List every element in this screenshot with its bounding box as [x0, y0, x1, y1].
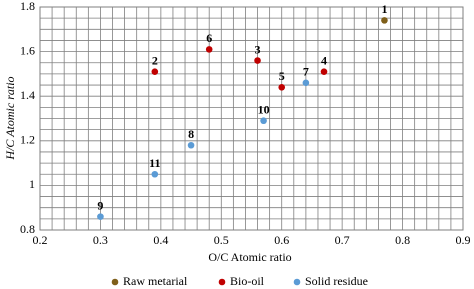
legend-marker — [293, 278, 301, 286]
point-label: 3 — [255, 42, 261, 56]
legend-label: Solid residue — [305, 274, 368, 288]
y-axis-label: H/C Atomic ratio — [3, 76, 17, 160]
y-tick-label: 1.6 — [20, 43, 35, 57]
point — [320, 68, 328, 75]
point-label: 6 — [206, 31, 212, 45]
plot-border — [39, 6, 464, 231]
point — [205, 46, 213, 53]
point-label: 4 — [321, 53, 327, 67]
point-label: 9 — [97, 198, 103, 212]
point — [97, 213, 104, 220]
point — [260, 117, 267, 125]
point-label: 7 — [303, 65, 309, 79]
point-label: 8 — [188, 127, 194, 141]
point-label: 11 — [149, 156, 160, 170]
x-tick-label: 0.2 — [33, 233, 48, 247]
point-label: 2 — [152, 53, 158, 67]
point-label: 1 — [381, 2, 387, 16]
point — [278, 83, 286, 91]
point-label: 5 — [279, 69, 285, 83]
y-tick-label: 1 — [29, 177, 35, 191]
y-tick-label: 0.8 — [20, 222, 35, 236]
x-tick-label: 0.4 — [153, 233, 168, 247]
point — [381, 17, 388, 24]
legend-marker — [218, 278, 226, 286]
point — [187, 141, 195, 149]
x-axis-label: O/C Atomic ratio — [208, 250, 291, 264]
x-tick-label: 0.9 — [456, 233, 471, 247]
legend-label: Bio-oil — [230, 274, 265, 288]
y-tick-label: 1.2 — [20, 133, 35, 147]
point — [151, 170, 159, 178]
x-tick-label: 0.7 — [335, 233, 350, 247]
x-tick-label: 0.5 — [214, 233, 229, 247]
legend-label: Raw metarial — [123, 274, 188, 288]
y-tick-label: 1.8 — [20, 0, 35, 13]
point — [254, 57, 261, 64]
x-tick-label: 0.8 — [395, 233, 410, 247]
point-label: 10 — [258, 102, 270, 116]
legend-marker — [111, 278, 119, 286]
x-tick-label: 0.3 — [93, 233, 108, 247]
x-tick-label: 0.6 — [274, 233, 289, 247]
point — [302, 79, 310, 87]
y-tick-label: 1.4 — [20, 88, 35, 102]
point — [151, 68, 159, 75]
